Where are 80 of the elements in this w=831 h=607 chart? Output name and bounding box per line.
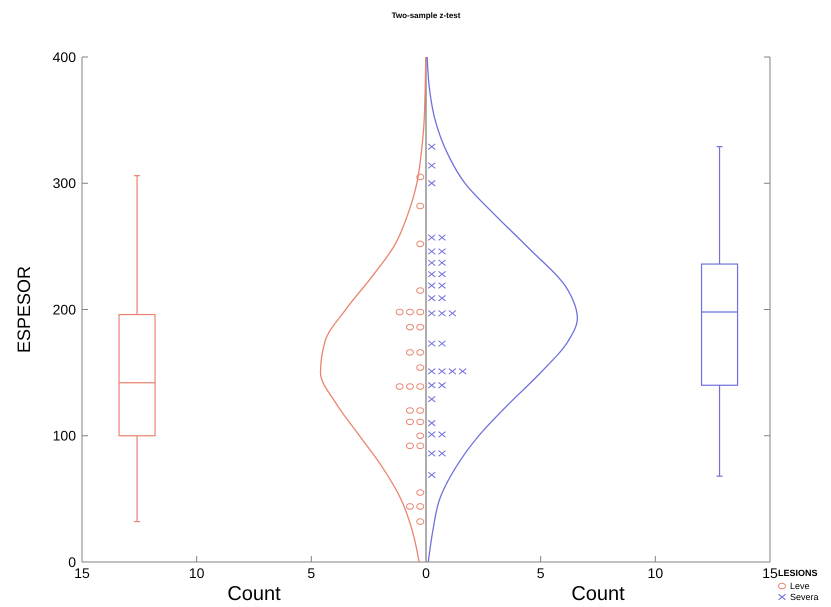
point: [438, 340, 446, 347]
point: [428, 420, 436, 426]
point: [438, 382, 446, 389]
point: [406, 418, 414, 426]
point: [406, 442, 414, 450]
legend-title: LESIONS: [778, 568, 818, 578]
point: [416, 432, 424, 440]
x-tick-label: 15: [762, 565, 778, 581]
point: [448, 368, 456, 375]
point: [438, 310, 446, 317]
point: [416, 407, 424, 414]
point: [396, 308, 404, 316]
y-tick-label: 100: [52, 428, 76, 444]
point: [406, 349, 414, 356]
point: [448, 310, 456, 317]
point: [416, 349, 424, 356]
point: [406, 324, 414, 330]
point: [406, 383, 414, 390]
point: [416, 442, 424, 450]
point: [438, 234, 446, 241]
y-tick-label: 300: [52, 175, 76, 192]
point: [428, 143, 436, 150]
point: [428, 472, 436, 478]
chart-title: Two-sample z-test: [392, 11, 461, 20]
point: [416, 418, 424, 426]
point: [416, 308, 424, 316]
point: [428, 294, 436, 302]
point: [416, 174, 424, 180]
point: [416, 324, 424, 330]
point: [428, 310, 436, 317]
x-tick-label: 5: [307, 565, 316, 581]
y-tick-label: 400: [52, 48, 76, 65]
point: [428, 382, 436, 389]
line-series: [426, 56, 578, 563]
point: [438, 270, 446, 278]
y-tick-label: 200: [52, 301, 76, 318]
point: [428, 450, 436, 457]
legend-label: Severa: [790, 592, 819, 602]
x-tick-label: 10: [648, 565, 664, 581]
point: [416, 383, 424, 390]
point: [438, 294, 446, 302]
point: [438, 259, 446, 266]
point: [438, 248, 446, 255]
point: [428, 270, 436, 278]
point: [416, 287, 424, 294]
point: [438, 282, 446, 289]
point: [428, 340, 436, 347]
point: [416, 202, 424, 210]
x-axis-title: Count: [227, 583, 282, 605]
point: [458, 368, 467, 375]
point: [416, 503, 424, 510]
x-tick-label: 5: [536, 565, 545, 581]
point: [416, 489, 424, 496]
legend-label: Leve: [790, 581, 810, 591]
point: [396, 383, 404, 390]
line-series: [320, 56, 426, 563]
y-axis-title: ESPESOR: [14, 266, 34, 354]
x-tick-label: 10: [188, 565, 205, 581]
point: [416, 518, 424, 525]
point: [428, 248, 436, 255]
point: [428, 234, 436, 241]
point: [428, 368, 436, 375]
point: [428, 431, 436, 438]
point: [428, 162, 436, 169]
point: [428, 180, 436, 187]
x-tick-label: 0: [422, 565, 430, 581]
point: [428, 259, 436, 266]
point: [406, 503, 414, 510]
x-tick-label: 15: [74, 565, 90, 581]
point: [406, 407, 414, 414]
point: [416, 364, 424, 371]
point: [416, 240, 424, 248]
point: [438, 450, 446, 457]
point: [438, 368, 446, 375]
point: [406, 308, 414, 316]
point: [428, 396, 436, 402]
point: [428, 282, 436, 289]
y-tick-label: 0: [68, 554, 76, 570]
text: Count: [571, 583, 626, 605]
point: [438, 431, 446, 438]
